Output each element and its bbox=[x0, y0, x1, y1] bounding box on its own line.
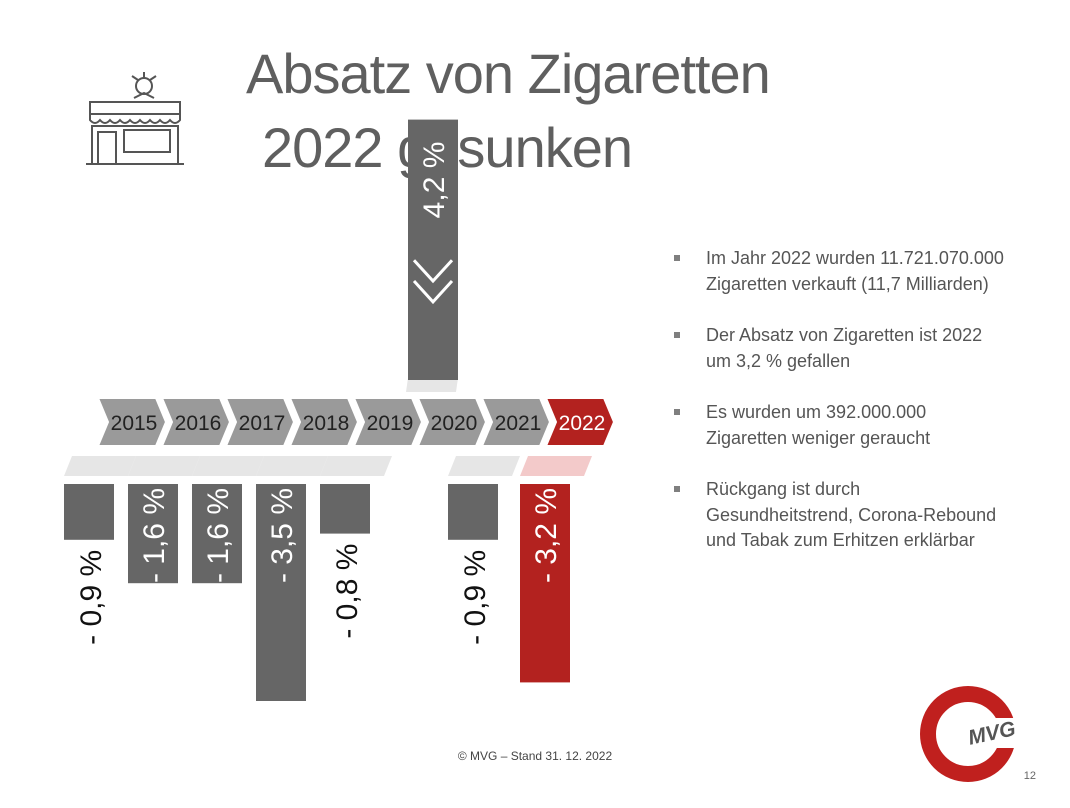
bullet-marker bbox=[674, 409, 680, 415]
bullet-marker bbox=[674, 486, 680, 492]
bar-2019 bbox=[320, 484, 370, 534]
bar-2018 bbox=[256, 484, 306, 701]
bullet-marker bbox=[674, 332, 680, 338]
year-arrow-2022 bbox=[544, 397, 616, 447]
bullet-list: Im Jahr 2022 wurden 11.721.070.000 Zigar… bbox=[670, 246, 1010, 580]
bullet-text: Rückgang ist durch Gesundheitstrend, Cor… bbox=[706, 479, 997, 550]
bar-2015 bbox=[64, 484, 114, 540]
bar-shadow bbox=[320, 456, 392, 476]
bullet-text: Der Absatz von Zigaretten ist 2022 um 3,… bbox=[706, 325, 983, 371]
mvg-logo: MVG bbox=[920, 686, 1026, 782]
bar-shadow bbox=[448, 456, 520, 476]
year-label-2015: 2015 bbox=[111, 412, 158, 435]
bar-2022 bbox=[520, 484, 570, 683]
year-arrow-2019 bbox=[352, 397, 424, 447]
bar-shadow bbox=[128, 456, 200, 476]
bullet-item: Rückgang ist durch Gesundheitstrend, Cor… bbox=[670, 477, 1010, 554]
bar-shadow bbox=[256, 456, 328, 476]
year-label-2019: 2019 bbox=[367, 412, 414, 435]
year-label-2022: 2022 bbox=[559, 412, 606, 435]
year-arrow-2016 bbox=[160, 397, 232, 447]
year-label-2021: 2021 bbox=[495, 412, 542, 435]
bar-2016 bbox=[128, 484, 178, 584]
bar-shadow bbox=[406, 378, 458, 392]
page-title-line-1: Absatz von Zigaretten bbox=[246, 42, 771, 105]
year-label-2018: 2018 bbox=[303, 412, 350, 435]
data-label-2021: - 0,9 % bbox=[459, 550, 492, 645]
data-label-2016: - 1,6 % bbox=[138, 488, 171, 583]
bullet-text: Es wurden um 392.000.000 Zigaretten weni… bbox=[706, 402, 931, 448]
data-label-2018: - 3,5 % bbox=[266, 488, 299, 583]
bar-shadow bbox=[520, 456, 592, 476]
data-label-2020: 4,2 % bbox=[418, 142, 451, 219]
data-label-2019: - 0,8 % bbox=[331, 544, 364, 639]
year-arrow-2018 bbox=[288, 397, 360, 447]
year-label-2017: 2017 bbox=[239, 412, 286, 435]
year-arrow-2017 bbox=[224, 397, 296, 447]
bar-2021 bbox=[448, 484, 498, 540]
year-arrow-2020 bbox=[416, 397, 488, 447]
data-label-2015: - 0,9 % bbox=[75, 550, 108, 645]
page-number: 12 bbox=[1023, 770, 1036, 782]
bar-shadow bbox=[64, 456, 136, 476]
bar-shadow bbox=[192, 456, 264, 476]
year-label-2020: 2020 bbox=[431, 412, 478, 435]
chevron-icon bbox=[412, 259, 454, 284]
bar-2017 bbox=[192, 484, 242, 584]
data-label-2022: - 3,2 % bbox=[530, 488, 563, 583]
bar-2020 bbox=[408, 119, 458, 380]
chevron-icon bbox=[412, 280, 454, 305]
data-label-2017: - 1,6 % bbox=[202, 488, 235, 583]
bullet-text: Im Jahr 2022 wurden 11.721.070.000 Zigar… bbox=[706, 248, 1004, 294]
bullet-item: Im Jahr 2022 wurden 11.721.070.000 Zigar… bbox=[670, 246, 1010, 297]
bullet-item: Der Absatz von Zigaretten ist 2022 um 3,… bbox=[670, 323, 1010, 374]
year-label-2016: 2016 bbox=[175, 412, 222, 435]
bullet-item: Es wurden um 392.000.000 Zigaretten weni… bbox=[670, 400, 1010, 451]
bullet-marker bbox=[674, 255, 680, 261]
chart: 2015 2016 2017 2018 2019 2020 2021 2022- 0,9 %-… bbox=[64, 119, 616, 701]
footer-copyright: © MVG – Stand 31. 12. 2022 bbox=[457, 749, 613, 763]
year-arrow-2021 bbox=[480, 397, 552, 447]
shop-icon bbox=[86, 72, 184, 165]
year-arrow-2015 bbox=[96, 397, 168, 447]
